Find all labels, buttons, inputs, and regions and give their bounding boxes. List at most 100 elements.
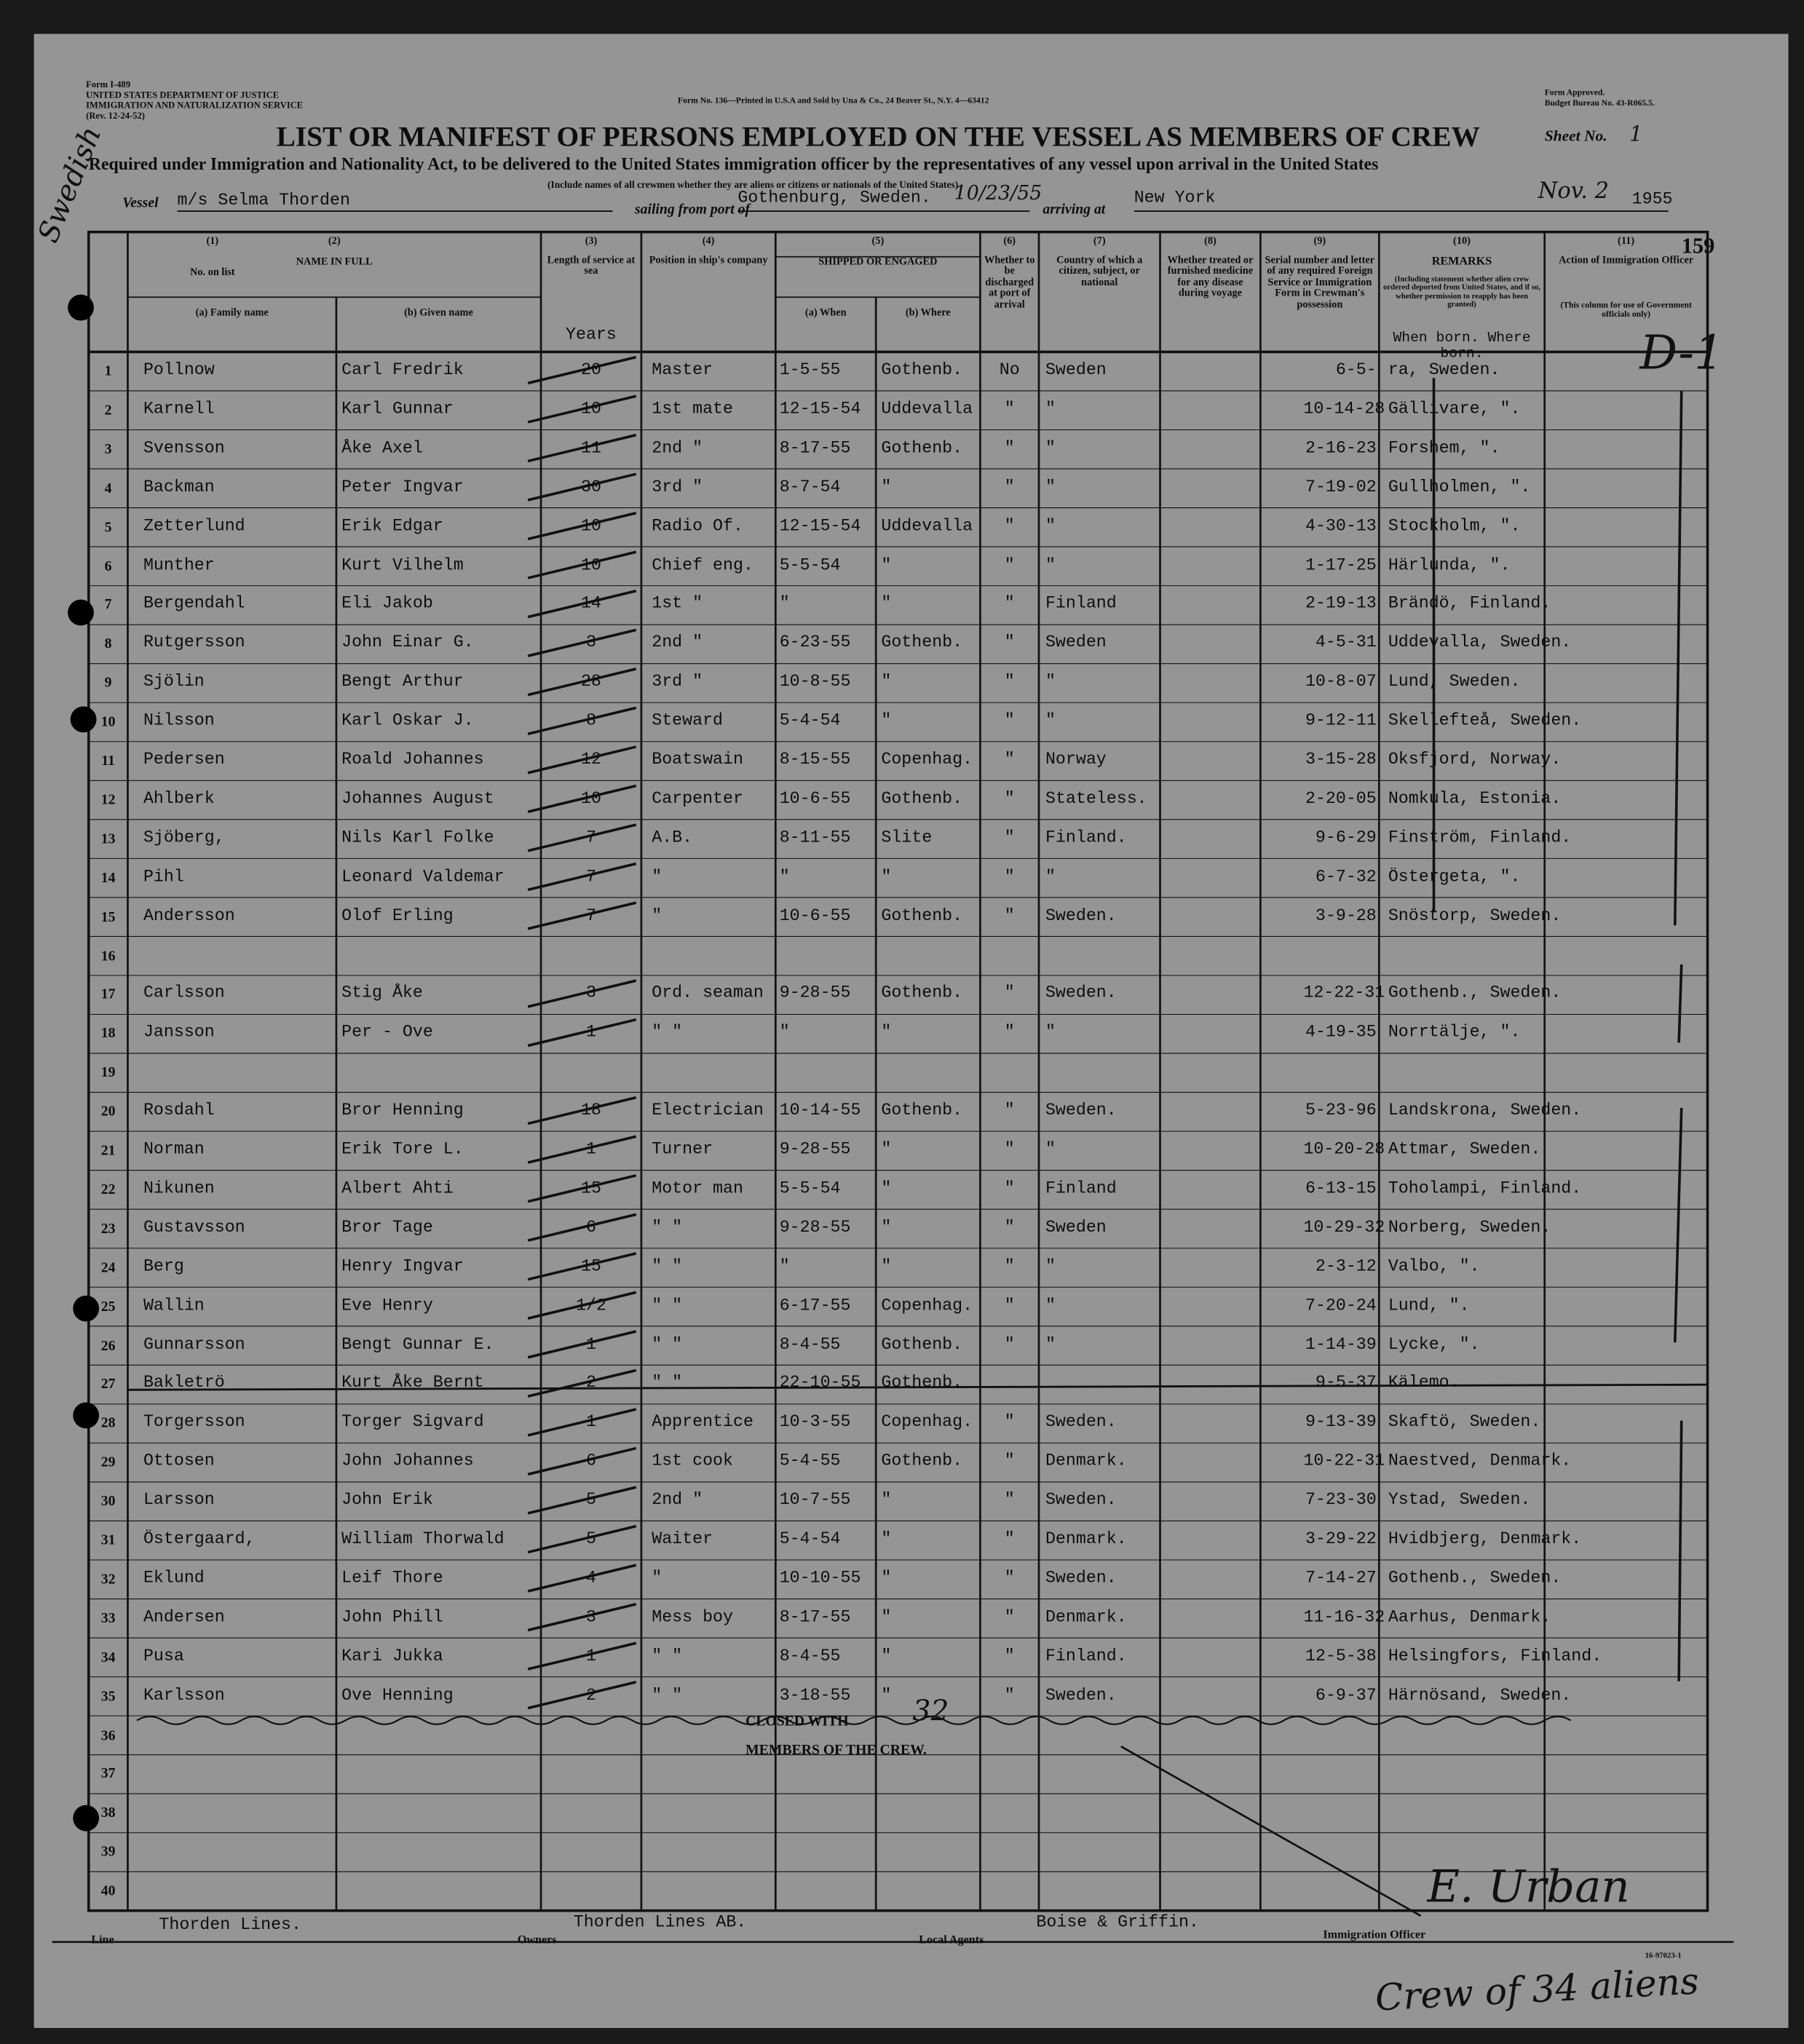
cell-born-when: 3-15-28 (1305, 749, 1377, 769)
cell-shipped-where: Copenhag. (881, 749, 973, 769)
cell-shipped-where: Gothenb. (881, 1334, 963, 1354)
cell-shipped-when: 8-17-55 (779, 437, 851, 458)
cell-born-where: Naestved, Denmark. (1388, 1451, 1572, 1470)
row-number: 35 (100, 1688, 116, 1705)
row-number: 6 (104, 558, 112, 574)
cell-shipped-when: 10-14-55 (779, 1100, 861, 1120)
cell-years: 6 (585, 1216, 596, 1237)
cell-given: Henry Ingvar (341, 1256, 464, 1276)
cell-country: Finland (1045, 593, 1117, 614)
column-number: (8) (1204, 234, 1216, 247)
column-label: Serial number and letter of any required… (1265, 254, 1375, 310)
rule (527, 1252, 637, 1281)
cell-years: 12 (580, 749, 601, 769)
cell-position: " " (652, 1294, 683, 1315)
cell-years: 1 (585, 1022, 596, 1042)
cell-shipped-when: 5-4-54 (779, 1529, 841, 1549)
cell-family: Carlsson (143, 983, 225, 1003)
cell-shipped-when: 5-4-54 (779, 710, 841, 730)
cell-shipped-when: 10-7-55 (779, 1489, 851, 1510)
row-number: 26 (100, 1337, 116, 1354)
cell-position: " " (652, 1684, 683, 1705)
cell-discharged: " (1004, 398, 1015, 419)
cell-born-when: 9-5-37 (1315, 1373, 1377, 1393)
cell-position: 3rd " (652, 476, 703, 496)
cell-shipped-where: Gothenb. (881, 1373, 963, 1393)
cell-country: Finland. (1045, 1645, 1127, 1665)
cell-shipped-when: " (779, 1256, 790, 1276)
cell-country: " (1045, 1294, 1056, 1315)
cell-given: Kurt Åke Bernt (341, 1373, 484, 1393)
cell-shipped-where: " (881, 1645, 892, 1665)
rule (527, 1368, 637, 1398)
cell-given: Åke Axel (341, 437, 423, 458)
cell-given: Karl Gunnar (341, 398, 454, 419)
cell-given: Bror Henning (341, 1100, 464, 1120)
cell-position: A.B. (652, 827, 693, 847)
cell-years: 7 (585, 905, 596, 925)
cell-position: Electrician (652, 1100, 764, 1120)
agency-line: (Rev. 12-24-52) (86, 111, 145, 122)
cell-born-where: Stockholm, ". (1388, 515, 1521, 536)
cell-position: " (652, 905, 662, 925)
cell-born-when: 2-16-23 (1305, 437, 1377, 458)
cell-shipped-when: 8-4-55 (779, 1334, 841, 1354)
cell-born-where: Oksfjord, Norway. (1388, 749, 1562, 769)
cell-given: Karl Oskar J. (341, 710, 474, 730)
cell-years: 18 (580, 1100, 601, 1120)
cell-given: Leif Thore (341, 1567, 443, 1588)
row-number: 39 (100, 1844, 116, 1861)
rule (527, 745, 637, 775)
cell-years: 8 (585, 710, 596, 730)
cell-discharged: " (1004, 515, 1015, 536)
row-number: 4 (104, 480, 112, 496)
cell-born-where: Skellefteå, Sweden. (1388, 710, 1582, 730)
rule (527, 511, 637, 541)
cell-years: 11 (580, 437, 601, 458)
cell-born-where: Gällivare, ". (1388, 398, 1521, 419)
rule (527, 433, 637, 463)
cell-shipped-when: 6-23-55 (779, 632, 851, 652)
row-number: 15 (100, 909, 116, 925)
cell-shipped-where: " (881, 1489, 892, 1510)
cell-years: 3 (585, 632, 596, 652)
cell-given: John Einar G. (341, 632, 474, 652)
cell-years: 28 (580, 671, 601, 692)
cell-given: William Thorwald (341, 1529, 505, 1549)
cell-given: Ove Henning (341, 1684, 454, 1705)
cell-family: Karnell (143, 398, 215, 419)
form-code: 16-97023-1 (1645, 1952, 1682, 1960)
cell-shipped-where: Copenhag. (881, 1294, 973, 1315)
row-number: 18 (100, 1026, 116, 1042)
cell-shipped-where: " (881, 1529, 892, 1549)
cell-discharged: " (1004, 593, 1015, 614)
cell-years: 2 (585, 1684, 596, 1705)
column-label: Whether treated or furnished medicine fo… (1167, 254, 1254, 299)
column-label: Whether to be discharged at port of arri… (984, 254, 1035, 310)
cell-born-where: Forshem, ". (1388, 437, 1500, 458)
cell-shipped-when: " (779, 1022, 790, 1042)
rule (527, 550, 637, 579)
cell-shipped-where: " (881, 1684, 892, 1705)
column-label: NAME IN FULL (296, 255, 373, 268)
cell-born-where: Nomkula, Estonia. (1388, 788, 1562, 808)
cell-discharged: " (1004, 788, 1015, 808)
cell-discharged: " (1004, 1489, 1015, 1510)
cell-discharged: " (1004, 1451, 1015, 1470)
row-number: 38 (100, 1805, 116, 1821)
row-number: 9 (104, 675, 112, 692)
column-label: Action of Immigration Officer (1559, 254, 1694, 266)
cell-years: 10 (580, 554, 601, 574)
cell-born-when: 7-23-30 (1305, 1489, 1377, 1510)
cell-discharged: " (1004, 1216, 1015, 1237)
cell-country: Sweden. (1045, 983, 1117, 1003)
cell-given: Erik Tore L. (341, 1138, 464, 1159)
cell-shipped-where: " (881, 1256, 892, 1276)
rule (527, 628, 637, 657)
cell-born-when: 1-17-25 (1305, 554, 1377, 574)
column-sublabel: (This column for use of Government offic… (1560, 301, 1692, 320)
cell-given: Roald Johannes (341, 749, 484, 769)
cell-country: Sweden. (1045, 905, 1117, 925)
cell-family: Rutgersson (143, 632, 245, 652)
